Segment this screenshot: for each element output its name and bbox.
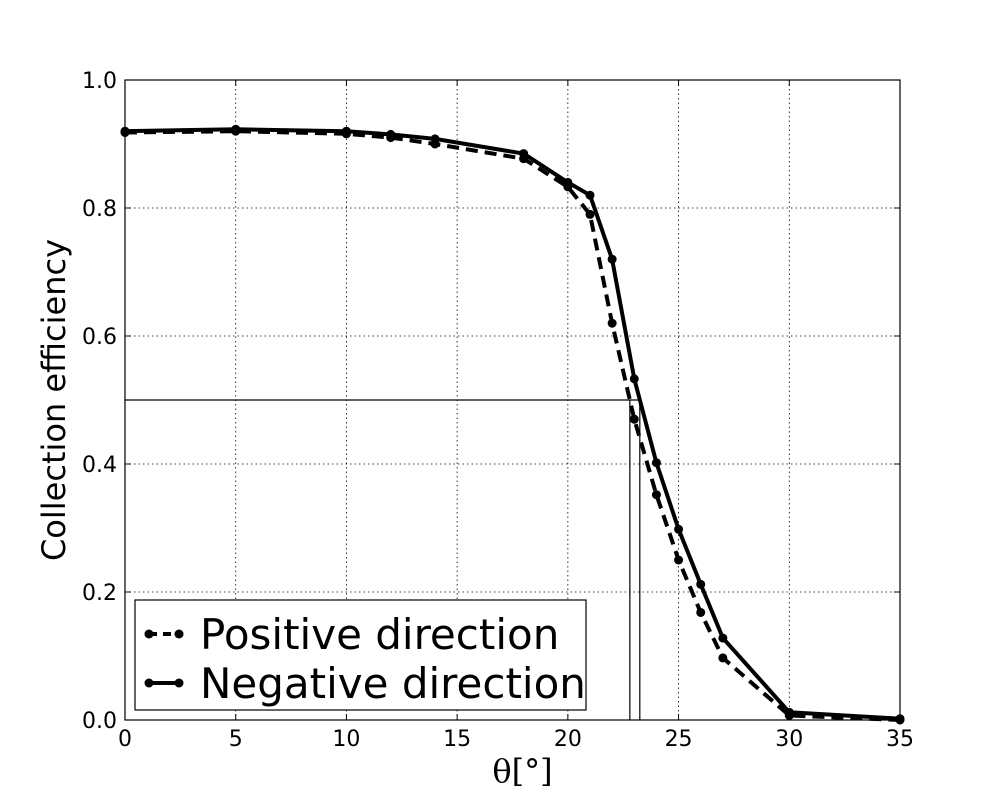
series-line [124,129,901,722]
x-axis-label: θ[°] [492,752,552,790]
x-tick-label: 30 [775,727,803,752]
data-point [784,707,794,717]
x-axis-ticks: 0 5 10 15 20 25 30 35 [118,80,914,752]
data-point [651,490,661,500]
data-point [718,653,728,663]
plot-frame [124,79,901,721]
x-tick-label: 35 [886,727,914,752]
y-axis-ticks: 0.0 0.2 0.4 0.6 0.8 1.0 [82,69,900,734]
data-point [563,177,573,187]
legend-marker [144,629,154,639]
reference-lines [125,399,641,720]
series-layer [120,124,905,725]
x-tick-label: 0 [118,727,132,752]
data-point [629,374,639,384]
data-point [519,149,529,159]
data-point [674,524,684,534]
legend-marker [174,678,184,688]
y-tick-label: 0.4 [82,453,117,478]
y-tick-label: 1.0 [82,69,117,94]
data-point [674,555,684,565]
data-point [430,134,440,144]
x-tick-label: 20 [554,727,582,752]
y-tick-label: 0.2 [82,581,117,606]
legend-box [134,599,587,711]
data-point [651,458,661,468]
legend-marker [144,678,154,688]
series-line [124,127,901,721]
series-negative-direction [120,124,905,724]
data-point [231,124,241,134]
legend-marker [174,629,184,639]
x-tick-label: 10 [332,727,360,752]
data-point [585,190,595,200]
data-point [341,126,351,136]
data-point [386,129,396,139]
y-tick-label: 0.6 [82,325,117,350]
data-point [629,414,639,424]
legend-label: Positive direction [200,610,559,659]
x-tick-label: 25 [665,727,693,752]
data-point [585,209,595,219]
x-tick-label: 15 [443,727,471,752]
data-point [607,318,617,328]
data-point [696,607,706,617]
y-axis-label: Collection efficiency [35,239,73,561]
data-point [607,254,617,264]
data-point [696,579,706,589]
data-point [718,633,728,643]
y-tick-label: 0.0 [82,709,117,734]
y-tick-label: 0.8 [82,197,117,222]
legend-label: Negative direction [200,659,586,708]
x-tick-label: 5 [229,727,243,752]
